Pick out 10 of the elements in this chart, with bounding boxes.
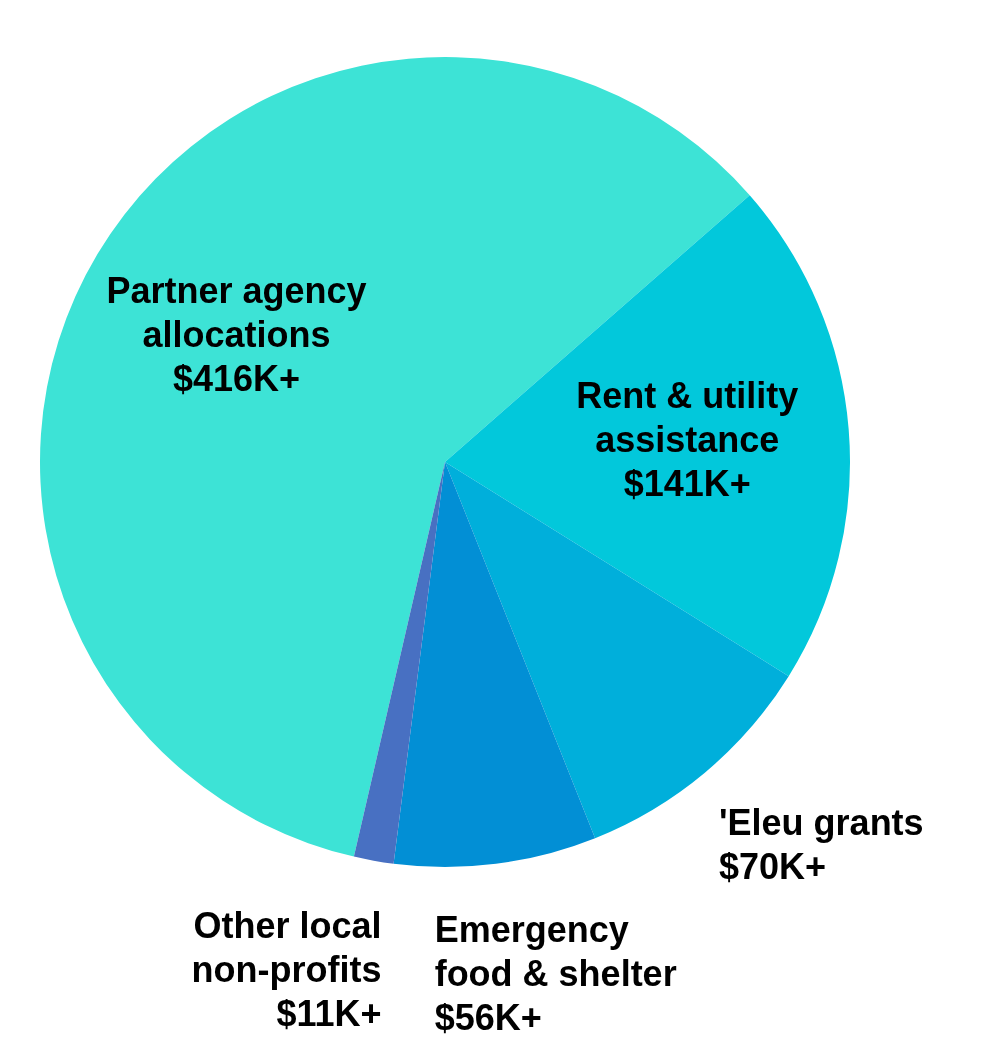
slice-label: Other local non-profits — [191, 905, 382, 991]
data-label: $141K+ — [623, 463, 751, 505]
slice-label: Rent & utility assistance — [576, 375, 799, 461]
data-label: $11K+ — [276, 993, 382, 1035]
data-label: $416K+ — [172, 358, 301, 400]
slice-label: 'Eleu grants — [719, 802, 924, 844]
slice-label: Partner agency allocations — [106, 270, 367, 356]
slice-label: Emergency food & shelter — [434, 909, 677, 994]
data-label: $56K+ — [434, 997, 542, 1038]
data-label: $70K+ — [719, 846, 827, 888]
